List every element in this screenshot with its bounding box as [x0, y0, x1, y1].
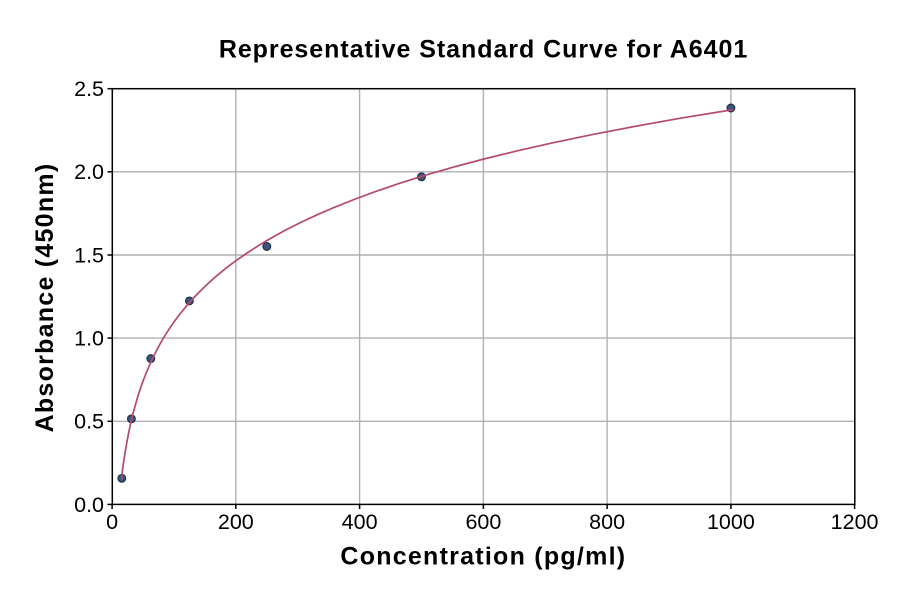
svg-text:1000: 1000	[707, 510, 755, 534]
svg-text:Representative Standard Curve: Representative Standard Curve for A6401	[219, 35, 748, 63]
svg-text:1.5: 1.5	[74, 243, 104, 267]
svg-text:Concentration (pg/ml): Concentration (pg/ml)	[340, 543, 626, 571]
svg-text:400: 400	[342, 510, 378, 534]
svg-text:1.0: 1.0	[74, 327, 104, 351]
svg-text:200: 200	[218, 510, 254, 534]
svg-text:0.5: 0.5	[74, 410, 104, 434]
svg-text:0.0: 0.0	[74, 493, 104, 517]
svg-text:2.5: 2.5	[74, 77, 104, 101]
svg-text:Absorbance (450nm): Absorbance (450nm)	[31, 163, 59, 433]
svg-text:0: 0	[106, 510, 118, 534]
svg-text:1200: 1200	[831, 510, 879, 534]
svg-text:2.0: 2.0	[74, 160, 104, 184]
svg-text:800: 800	[589, 510, 625, 534]
svg-text:600: 600	[465, 510, 501, 534]
